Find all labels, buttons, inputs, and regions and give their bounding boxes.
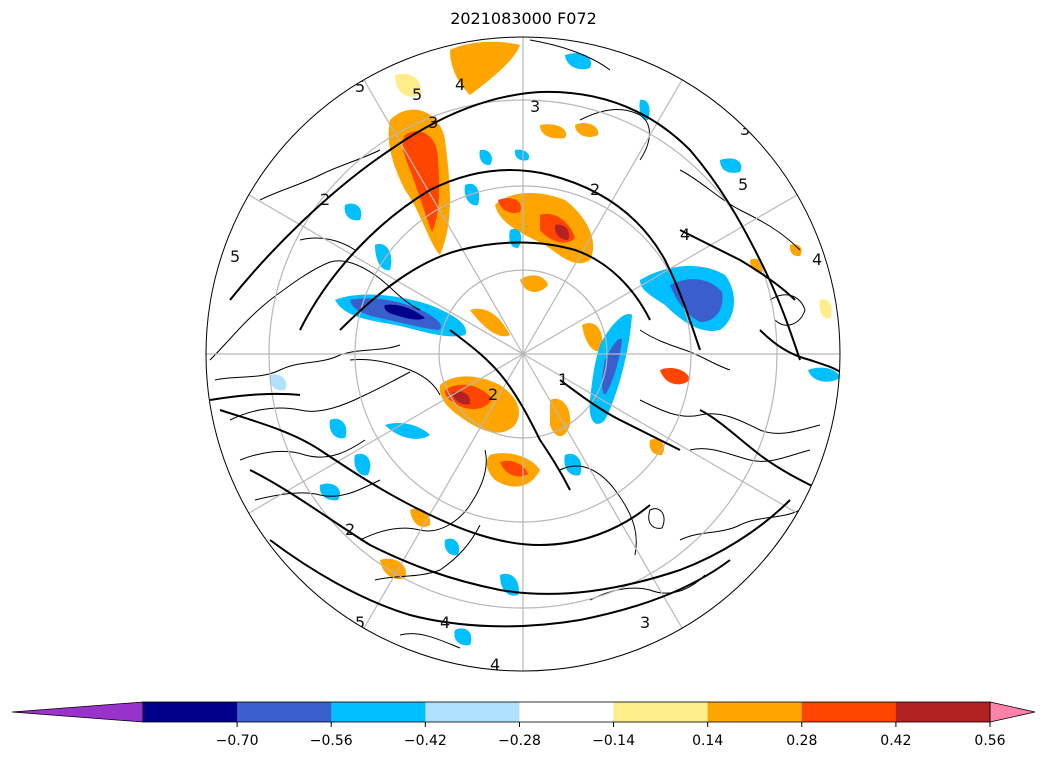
- coastlines: [209, 39, 821, 649]
- contour-label: 2: [590, 180, 600, 199]
- colorbar-segment: [143, 702, 238, 722]
- colorbar-tick-label: −0.42: [404, 733, 447, 749]
- contour-label: 5: [738, 175, 748, 194]
- contour-label: 4: [455, 75, 465, 94]
- colorbar: −0.70 −0.56 −0.42 −0.28 −0.14 0.14 0.28 0.42 0.5…: [11, 701, 1036, 749]
- colorbar-tick-label: −0.14: [592, 733, 635, 749]
- contour-label: 4: [812, 250, 822, 269]
- map-boundary: [205, 36, 841, 672]
- colorbar-segment: [707, 702, 803, 722]
- colorbar-tick-label: 0.14: [692, 733, 723, 749]
- contour-label: 4: [680, 225, 690, 244]
- height-contours: [209, 90, 840, 628]
- contour-label: 5: [355, 613, 365, 632]
- colorbar-segments: [11, 701, 1036, 723]
- colorbar-tick-label: 0.42: [880, 733, 911, 749]
- colorbar-segment: [331, 702, 426, 722]
- colorbar-segment: [895, 702, 991, 722]
- colorbar-segment: [425, 702, 520, 722]
- contour-label: 2: [320, 190, 330, 209]
- map-title: 2021083000 F072: [450, 9, 597, 28]
- colorbar-tick-label: −0.56: [310, 733, 353, 749]
- contour-labels: 5 5 5 5 4 4 4 4 3 3 3 3 2 2 2 2 1 5 4: [230, 75, 822, 674]
- colorbar-segment: [519, 702, 615, 722]
- colorbar-extension-high: [989, 701, 1036, 723]
- colorbar-ticks: −0.70 −0.56 −0.42 −0.28 −0.14 0.14 0.28 0.42 0.5…: [216, 722, 1006, 749]
- colorbar-segment: [237, 702, 332, 722]
- contour-label: 1: [558, 370, 568, 389]
- contour-label: 4: [490, 655, 500, 674]
- colorbar-tick-label: −0.70: [216, 733, 259, 749]
- contour-label: 2: [345, 520, 355, 539]
- contour-label: 5: [355, 77, 365, 96]
- colorbar-extension-low: [11, 701, 144, 723]
- contour-label: 5: [230, 247, 240, 266]
- contour-label: 3: [428, 113, 438, 132]
- contour-label: 3: [530, 97, 540, 116]
- polar-map: 5 5 5 5 4 4 4 4 3 3 3 3 2 2 2 2 1 5 4: [205, 36, 841, 674]
- contour-label: 3: [740, 120, 750, 139]
- colorbar-tick-label: −0.28: [498, 733, 541, 749]
- colorbar-segment: [613, 702, 709, 722]
- colorbar-tick-label: 0.56: [974, 733, 1005, 749]
- anomaly-shading: [269, 41, 840, 646]
- colorbar-frame: [142, 701, 991, 723]
- contour-label: 3: [640, 613, 650, 632]
- contour-label: 4: [440, 613, 450, 632]
- contour-label: 5: [412, 85, 422, 104]
- colorbar-segment: [801, 702, 897, 722]
- contour-label: 2: [488, 385, 498, 404]
- colorbar-tick-label: 0.28: [786, 733, 817, 749]
